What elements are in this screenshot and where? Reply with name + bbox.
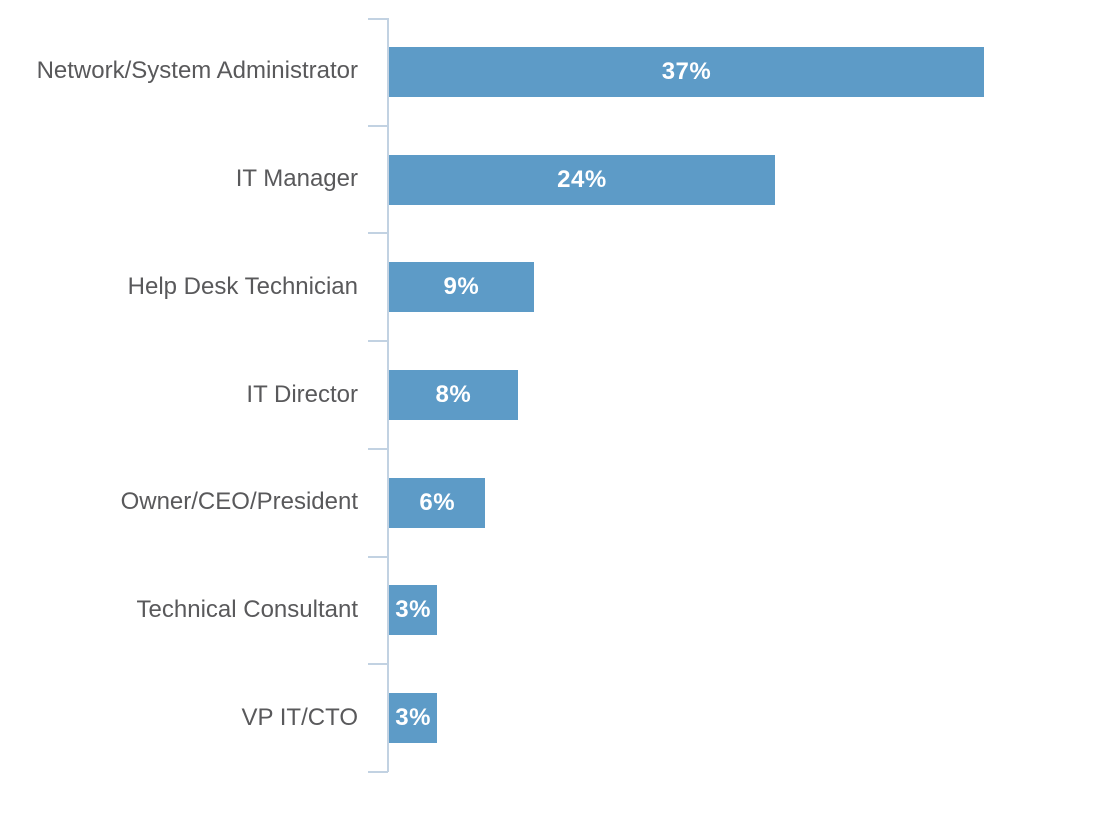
bar: 8% xyxy=(389,369,518,420)
axis-tick xyxy=(368,663,388,666)
category-label: IT Director xyxy=(246,380,358,408)
chart-row: Technical Consultant 3% xyxy=(0,557,1100,665)
category-label: VP IT/CTO xyxy=(241,703,358,731)
axis-tick xyxy=(368,124,388,127)
category-label: Technical Consultant xyxy=(136,595,358,623)
value-label: 8% xyxy=(435,380,472,408)
chart-row: Network/System Administrator 37% xyxy=(0,18,1100,126)
category-label: Owner/CEO/President xyxy=(120,488,358,516)
bar-track: 3% xyxy=(389,693,1100,744)
value-label: 3% xyxy=(395,596,431,624)
chart-row: Help Desk Technician 9% xyxy=(0,233,1100,341)
bar-track: 8% xyxy=(389,369,1100,420)
value-label: 37% xyxy=(661,57,712,85)
value-label: 9% xyxy=(443,273,480,301)
value-label: 3% xyxy=(395,704,431,732)
axis-tick xyxy=(368,555,388,558)
bar-track: 6% xyxy=(389,477,1100,528)
bar-track: 24% xyxy=(389,154,1100,205)
bar: 9% xyxy=(389,262,534,313)
category-label: Help Desk Technician xyxy=(127,272,358,300)
axis-tick xyxy=(368,447,388,450)
category-label: Network/System Administrator xyxy=(36,57,358,85)
bar: 24% xyxy=(389,154,775,205)
chart-row: IT Manager 24% xyxy=(0,126,1100,234)
bar-track: 37% xyxy=(389,46,1100,97)
axis-tick xyxy=(368,18,388,20)
bar-track: 9% xyxy=(389,262,1100,313)
chart-row: IT Director 8% xyxy=(0,341,1100,449)
bar: 3% xyxy=(389,585,438,636)
bar: 37% xyxy=(389,46,984,97)
axis-tick xyxy=(368,770,388,773)
category-label: IT Manager xyxy=(235,165,358,193)
axis-tick xyxy=(368,340,388,343)
chart-rows: Network/System Administrator 37% IT Manage… xyxy=(0,18,1100,772)
y-axis-line xyxy=(387,18,389,772)
bar: 6% xyxy=(389,477,486,528)
bar: 3% xyxy=(389,693,438,744)
bar-track: 3% xyxy=(389,585,1100,636)
axis-tick xyxy=(368,232,388,235)
value-label: 6% xyxy=(419,488,456,516)
chart-row: Owner/CEO/President 6% xyxy=(0,449,1100,557)
chart-row: VP IT/CTO 3% xyxy=(0,664,1100,772)
value-label: 24% xyxy=(557,165,607,193)
